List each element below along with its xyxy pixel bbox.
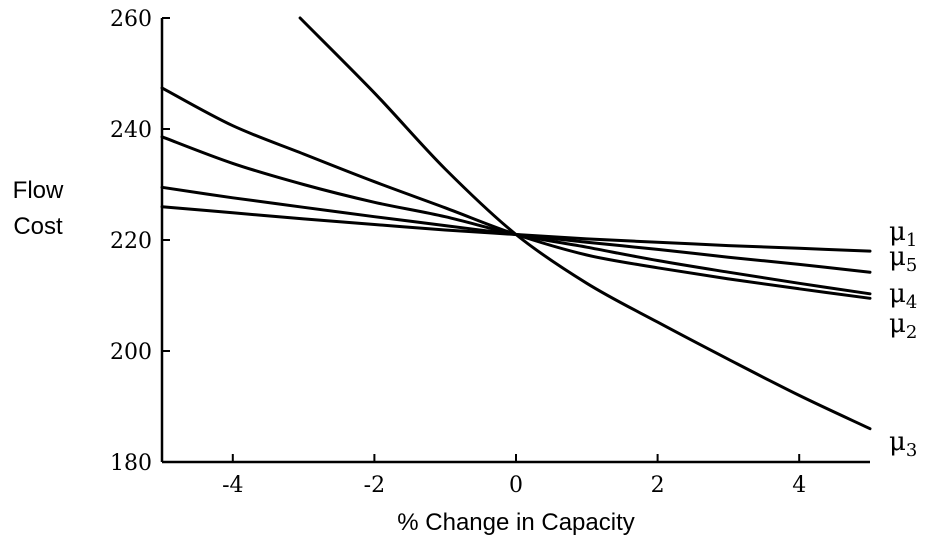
series-line-5 <box>160 185 872 274</box>
series-label-1: μ1 <box>889 217 917 251</box>
axes <box>160 18 870 464</box>
y-tick-label: 260 <box>110 7 152 32</box>
y-ticks: 180 200 220 240 260 <box>110 7 170 476</box>
series-label-5: μ5 <box>889 242 917 276</box>
y-tick-label: 180 <box>110 451 152 476</box>
y-tick-label: 200 <box>110 340 152 365</box>
series-layer <box>160 16 872 431</box>
y-tick-label: 220 <box>110 229 152 254</box>
x-tick-label: 0 <box>509 473 523 498</box>
y-tick-label: 240 <box>110 118 152 143</box>
x-tick-label: 4 <box>792 473 806 498</box>
x-axis-label: % Change in Capacity <box>397 509 634 536</box>
x-tick-label: -4 <box>222 473 243 498</box>
y-axis-label-line2: Cost <box>13 213 63 240</box>
series-line-3 <box>298 16 872 431</box>
x-ticks: -4 -2 0 2 4 <box>222 454 806 498</box>
x-tick-label: 2 <box>651 473 665 498</box>
x-tick-label: -2 <box>364 473 385 498</box>
series-line-1 <box>160 205 872 253</box>
y-axis-label-line1: Flow <box>13 177 64 204</box>
series-label-2: μ2 <box>889 309 917 343</box>
series-label-4: μ4 <box>889 279 917 313</box>
series-label-3: μ3 <box>889 427 917 461</box>
series-line-2 <box>160 86 872 300</box>
